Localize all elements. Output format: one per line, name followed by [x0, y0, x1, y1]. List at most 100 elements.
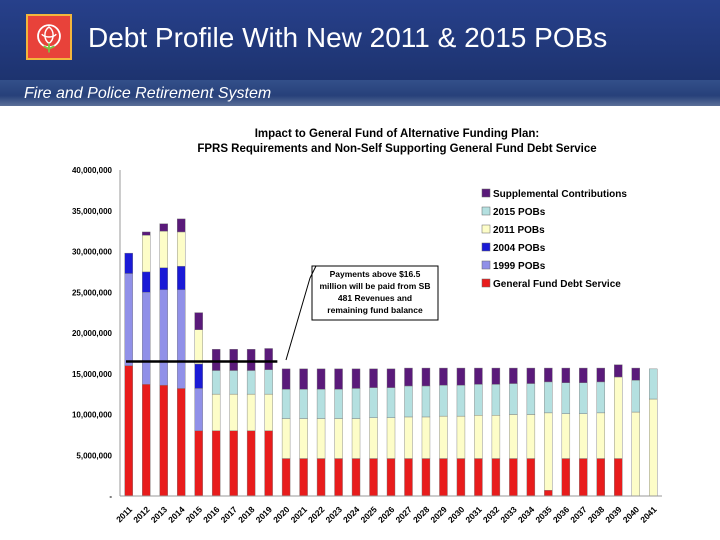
bar-segment [631, 367, 640, 381]
bar-segment [561, 413, 571, 459]
bar-segment [194, 363, 203, 389]
bar-segment [614, 376, 623, 459]
bar-segment [281, 418, 291, 459]
legend-swatch [481, 188, 491, 198]
bar-segment [596, 458, 606, 497]
legend-swatch [481, 224, 491, 234]
bar-segment [456, 415, 466, 459]
bar-segment [421, 367, 431, 387]
bar-segment [579, 458, 588, 497]
bar-segment [561, 458, 571, 497]
bar-segment [421, 416, 431, 459]
bar-segment [124, 252, 133, 274]
bar-segment [421, 385, 431, 418]
bar-segment [159, 289, 168, 386]
bar-segment [211, 393, 221, 431]
bar-segment [404, 416, 413, 459]
annotation-box [311, 265, 439, 321]
y-tick-label: 15,000,000 [72, 370, 113, 379]
annotation-line: Payments above $16.5 [330, 269, 421, 279]
y-tick-label: 40,000,000 [72, 166, 113, 175]
bar-segment [334, 389, 343, 419]
bar-segment [386, 417, 396, 459]
bar-segment [439, 415, 448, 459]
bar-segment [404, 458, 413, 497]
bar-segment [544, 412, 553, 491]
bar-segment [316, 368, 326, 390]
bar-segment [334, 368, 343, 390]
legend-entry: 2004 POBs [493, 243, 546, 254]
bar-segment [299, 458, 308, 497]
bar-segment [491, 415, 501, 459]
legend-swatch [481, 242, 491, 252]
bar-segment [229, 393, 238, 431]
bar-segment [421, 458, 431, 497]
legend-box [465, 183, 661, 294]
bar-segment [526, 458, 536, 497]
bar-segment [176, 388, 186, 497]
bar-segment [456, 367, 466, 386]
bar-segment [176, 218, 186, 233]
bar-segment [334, 418, 343, 459]
bar-segment [526, 367, 536, 384]
bar-segment [194, 312, 203, 330]
bar-segment [281, 389, 291, 419]
bars [124, 218, 658, 497]
bar-segment [509, 414, 518, 459]
legend-entry: Supplemental Contributions [493, 189, 627, 200]
bar-segment [229, 349, 238, 371]
annotation-callout: Payments above $16.5 million will be paid… [285, 265, 439, 361]
bar-segment [351, 368, 361, 389]
bar-segment [404, 367, 413, 387]
legend-swatch [481, 206, 491, 216]
bar-segment [561, 382, 571, 414]
bar-segment [229, 430, 238, 497]
y-tick-label: - [109, 492, 112, 501]
bar-segment [649, 398, 658, 497]
chart-title-line: Impact to General Fund of Alternative Fu… [255, 128, 540, 140]
bar-segment [281, 458, 291, 497]
bar-segment [264, 430, 273, 497]
bar-segment [369, 417, 378, 459]
bar-segment [439, 367, 448, 386]
bar-segment [229, 370, 238, 395]
bar-segment [474, 458, 483, 497]
bar-segment [142, 271, 151, 293]
y-tick-label: 20,000,000 [72, 329, 113, 338]
bar-segment [211, 430, 221, 497]
bar-segment [176, 231, 186, 267]
y-tick-label: 10,000,000 [72, 411, 113, 420]
bar-segment [579, 382, 588, 414]
bar-segment [351, 418, 361, 459]
legend-entry: 1999 POBs [493, 261, 546, 272]
bar-segment [439, 384, 448, 417]
bar-segment [211, 349, 221, 371]
bar-segment [159, 230, 168, 268]
bar-segment [509, 458, 518, 497]
slide-subtitle: Fire and Police Retirement System [24, 85, 272, 102]
bar-segment [491, 458, 501, 497]
bar-segment [351, 458, 361, 497]
bar-segment [142, 384, 151, 497]
bar-segment [246, 370, 256, 395]
slide-title: Debt Profile With New 2011 & 2015 POBs [88, 22, 608, 53]
bar-segment [194, 388, 203, 432]
bar-segment [614, 458, 623, 497]
bar-segment [474, 415, 483, 459]
bar-segment [491, 384, 501, 416]
bar-segment [369, 387, 378, 418]
bar-segment [596, 412, 606, 459]
bar-segment [649, 368, 658, 400]
bar-segment [474, 367, 483, 385]
bar-segment [176, 289, 186, 389]
bar-segment [194, 329, 203, 365]
bar-segment [142, 292, 151, 385]
bar-segment [369, 458, 378, 497]
legend-swatch [481, 260, 491, 270]
bar-segment [544, 490, 553, 497]
legend-entry: General Fund Debt Service [493, 279, 621, 290]
bar-segment [544, 381, 553, 414]
annotation-pointer [285, 265, 317, 361]
bar-segment [614, 364, 623, 378]
bar-segment [561, 367, 571, 383]
